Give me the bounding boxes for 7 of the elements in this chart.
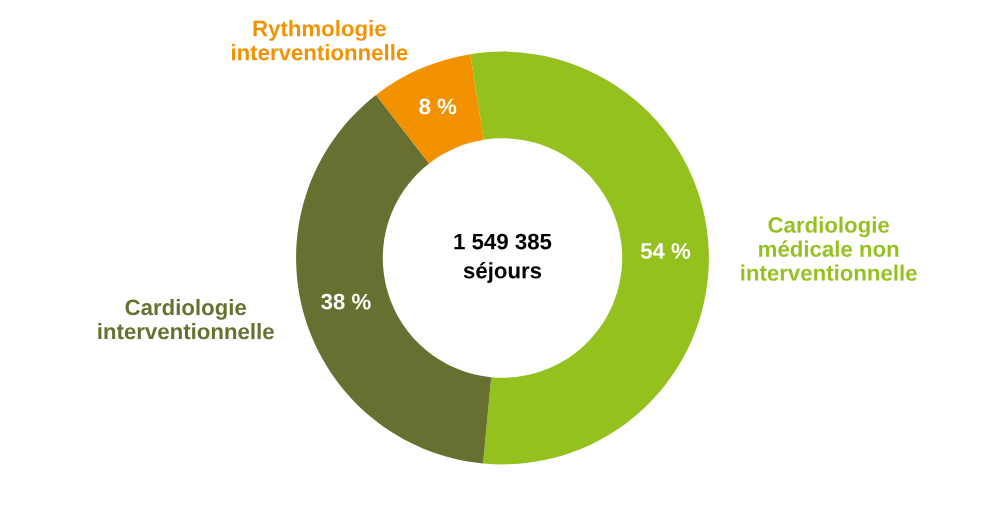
- slice-label: Rythmologie interventionnelle: [231, 20, 408, 61]
- data-label: 54 %: [640, 243, 691, 259]
- slice-label: Cardiologie médicale non interventionnelle: [741, 216, 917, 281]
- data-label: 38 %: [321, 293, 371, 310]
- text: 1 549 385 séjours: [454, 233, 552, 283]
- slice-label: Cardiologie interventionnelle: [98, 298, 274, 340]
- data-label: 8 %: [419, 98, 457, 115]
